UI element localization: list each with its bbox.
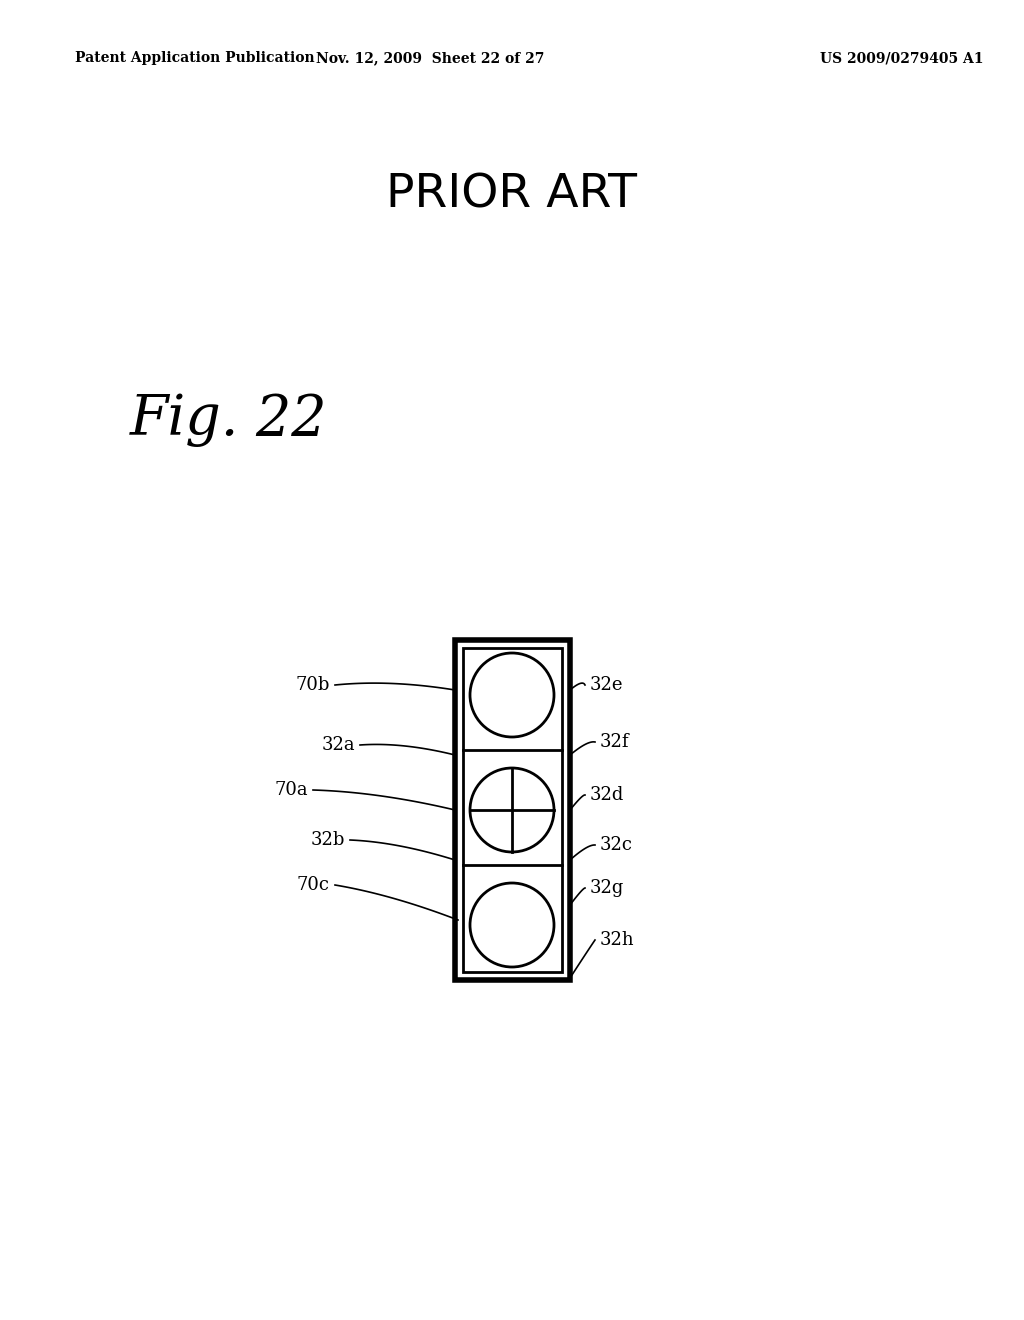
- Bar: [463, 648, 561, 972]
- Text: 32a: 32a: [322, 737, 355, 754]
- Text: 32d: 32d: [590, 785, 625, 804]
- Text: PRIOR ART: PRIOR ART: [386, 173, 638, 218]
- Text: US 2009/0279405 A1: US 2009/0279405 A1: [820, 51, 983, 65]
- Text: 32b: 32b: [310, 832, 345, 849]
- Bar: [455, 640, 569, 979]
- Text: 32f: 32f: [600, 733, 630, 751]
- Text: 70c: 70c: [297, 876, 330, 894]
- Text: 70a: 70a: [274, 781, 308, 799]
- Text: 70b: 70b: [296, 676, 330, 694]
- Text: Nov. 12, 2009  Sheet 22 of 27: Nov. 12, 2009 Sheet 22 of 27: [315, 51, 544, 65]
- Text: Fig. 22: Fig. 22: [130, 392, 328, 447]
- Text: 32c: 32c: [600, 836, 633, 854]
- Text: 32h: 32h: [600, 931, 635, 949]
- Text: 32g: 32g: [590, 879, 625, 898]
- Text: Patent Application Publication: Patent Application Publication: [75, 51, 314, 65]
- Text: 32e: 32e: [590, 676, 624, 694]
